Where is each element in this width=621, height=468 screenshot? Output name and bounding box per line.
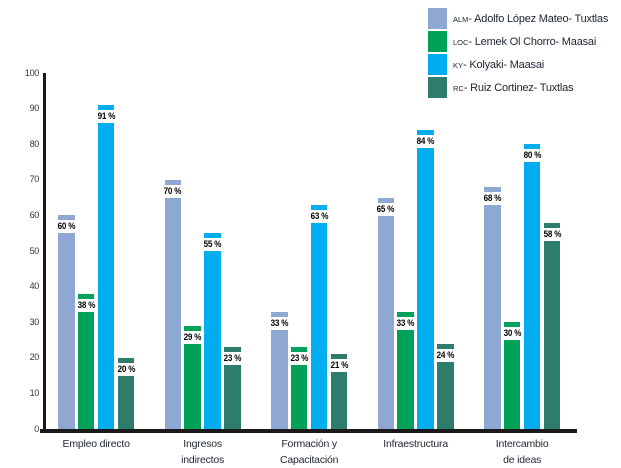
bar-value-label: 23 % [290,352,309,366]
chart-legend: ALM- Adolfo López Mateo- Tuxtlas LOC- Lem… [428,8,608,100]
legend-label: LOC- Lemek Ol Chorro- Maasai [453,35,597,48]
category-label-3: Formación y Capacitación [279,438,339,466]
bar-alm-5: 68 % [483,186,502,429]
y-tick-label-10: 10 [29,387,40,398]
category-label-4: Infraestructura [383,438,448,450]
bar-value-label: 33 % [396,316,415,330]
bar-alm-3: 33 % [270,311,289,429]
bar-rc-3: 21 % [330,354,348,429]
legend-swatch-rc [428,77,447,98]
bar-value-label: 84 % [416,134,435,148]
bar-value-label: 23 % [223,352,242,366]
x-axis-line [40,429,577,433]
legend-label: RC- Ruiz Cortinez- Tuxtlas [453,81,574,94]
y-tick-label-80: 80 [29,138,40,149]
bar-alm-4: 65 % [376,197,395,429]
legend-label: ALM- Adolfo López Mateo- Tuxtlas [453,12,609,25]
bar-loc-5: 30 % [503,322,522,429]
bar-loc-2: 29 % [183,325,202,429]
bar-value-label: 60 % [57,220,76,234]
y-tick-label-100: 100 [24,67,39,78]
y-axis-line [43,73,46,431]
bar-rc-1: 20 % [117,357,135,429]
bar-value-label: 29 % [183,330,202,344]
bar-rc-5: 58 % [543,222,561,429]
bar-ky-5: 80 % [523,144,541,429]
bar-value-label: 21 % [330,359,348,373]
legend-swatch-loc [428,31,447,52]
bar-ky-2: 55 % [203,233,222,429]
y-tick-label-50: 50 [29,245,40,256]
bar-ky-4: 84 % [416,129,435,429]
y-tick-label-30: 30 [29,316,40,327]
bar-ky-1: 91 % [97,105,115,429]
category-label-5: Intercambio de ideas [495,438,549,466]
category-label-1: Empleo directo [62,438,130,450]
bar-alm-1: 60 % [57,215,76,429]
y-tick-label-70: 70 [29,174,40,185]
bar-value-label: 58 % [543,227,561,241]
bar-loc-1: 38 % [77,293,96,429]
legend-item-loc: LOC- Lemek Ol Chorro- Maasai [428,31,608,52]
bar-value-label: 68 % [483,191,502,205]
bar-value-label: 30 % [503,327,522,341]
bar-value-label: 55 % [203,238,222,252]
bar-value-label: 63 % [310,209,328,223]
bar-rc-2: 23 % [223,347,242,429]
bar-rc-4: 24 % [436,343,455,429]
category-label-2: Ingresos indirectos [181,438,225,466]
y-tick-label-0: 0 [34,423,39,434]
legend-swatch-alm [428,8,447,29]
bar-value-label: 20 % [117,362,135,376]
legend-label: KY- Kolyaki- Maasai [453,58,544,71]
bar-ky-3: 63 % [310,204,328,429]
bar-value-label: 65 % [376,202,395,216]
bar-value-label: 33 % [270,316,289,330]
y-tick-label-90: 90 [29,103,40,114]
bar-value-label: 38 % [77,298,96,312]
legend-item-alm: ALM- Adolfo López Mateo- Tuxtlas [428,8,608,29]
y-tick-label-20: 20 [29,352,40,363]
legend-swatch-ky [428,54,447,75]
y-tick-label-60: 60 [29,209,40,220]
bar-loc-3: 23 % [290,347,309,429]
bar-value-label: 80 % [523,149,541,163]
bar-loc-4: 33 % [396,311,415,429]
bar-value-label: 91 % [97,110,115,124]
bar-value-label: 24 % [436,348,455,362]
bar-value-label: 70 % [163,184,182,198]
bar-alm-2: 70 % [163,179,182,429]
legend-item-ky: KY- Kolyaki- Maasai [428,54,608,75]
legend-item-rc: RC- Ruiz Cortinez- Tuxtlas [428,77,608,98]
y-tick-label-40: 40 [29,281,40,292]
